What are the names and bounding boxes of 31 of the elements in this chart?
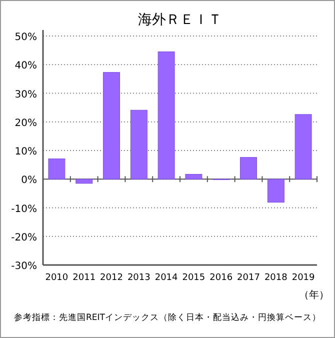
y-tick-label: 40% [14, 60, 37, 72]
chart-title: 海外ＲＥＩＴ [138, 12, 222, 28]
bar [294, 114, 312, 180]
x-tick-label: 2011 [72, 273, 96, 283]
x-axis-title: （年） [299, 289, 329, 301]
x-tick-label: 2014 [154, 273, 178, 283]
bar [130, 110, 148, 180]
y-tick-label: 50% [14, 32, 37, 43]
text: 参考指標：先進国REITインデックス（除く日本・配当込み・円換算ベース） [14, 312, 321, 323]
bar [267, 178, 284, 203]
y-tick-label: -20% [11, 232, 37, 244]
x-tick-label: 2015 [182, 273, 206, 283]
x-tick-label: 2010 [45, 273, 68, 283]
y-tick-label: -30% [11, 261, 37, 272]
y-tick-label: -10% [11, 204, 37, 215]
bar [103, 72, 120, 180]
y-tick-label: 0% [21, 175, 37, 186]
bar [76, 178, 93, 184]
bar [185, 174, 202, 180]
bar [158, 51, 175, 180]
bar [240, 157, 257, 180]
x-tick-label: 2018 [264, 273, 288, 283]
x-tick-label: 2016 [210, 273, 233, 283]
x-tick-label: 2019 [292, 273, 316, 283]
bar [48, 158, 66, 180]
x-tick-label: 2013 [127, 273, 150, 283]
y-tick-label: 30% [14, 89, 37, 100]
y-tick-label: 10% [14, 146, 37, 158]
x-tick-label: 2012 [100, 273, 123, 283]
x-tick-label: 2017 [237, 273, 260, 283]
y-tick-label: 20% [14, 118, 37, 129]
